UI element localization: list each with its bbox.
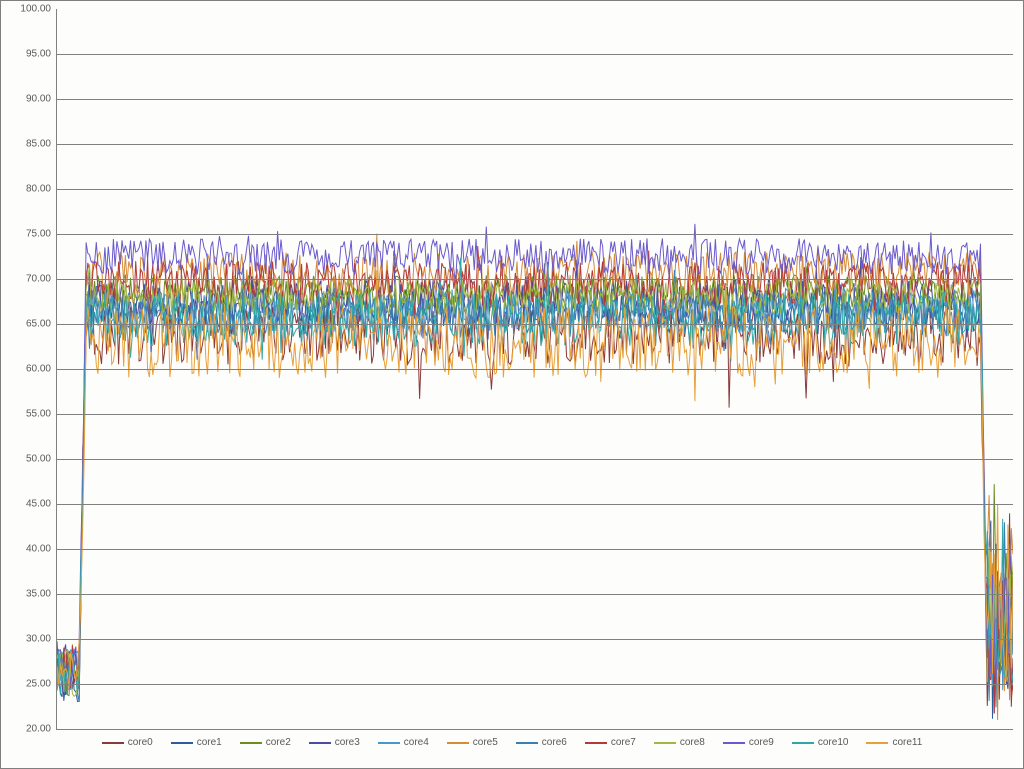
legend-swatch [378,742,400,744]
y-tick-label: 95.00 [26,49,57,60]
legend-label: core9 [749,737,774,748]
legend-item-core11: core11 [866,737,922,748]
gridline [57,54,1013,55]
y-tick-label: 80.00 [26,184,57,195]
gridline [57,279,1013,280]
legend-swatch [585,742,607,744]
gridline [57,189,1013,190]
y-tick-label: 60.00 [26,364,57,375]
legend-item-core6: core6 [516,737,567,748]
gridline [57,144,1013,145]
legend-item-core5: core5 [447,737,498,748]
legend-label: core11 [892,737,922,748]
legend-item-core9: core9 [723,737,774,748]
legend-label: core1 [197,737,222,748]
gridline [57,369,1013,370]
y-tick-label: 40.00 [26,544,57,555]
y-tick-label: 30.00 [26,634,57,645]
legend-label: core3 [335,737,360,748]
legend-label: core10 [818,737,849,748]
gridline [57,234,1013,235]
legend-swatch [792,742,814,744]
legend-item-core10: core10 [792,737,849,748]
plot-area: 20.0025.0030.0035.0040.0045.0050.0055.00… [56,9,1013,730]
y-tick-label: 50.00 [26,454,57,465]
legend-label: core0 [128,737,153,748]
legend-label: core5 [473,737,498,748]
legend-item-core3: core3 [309,737,360,748]
cpu-core-chart: 20.00 25.00 30.00 35.00 40.00 45.00 50.00 55.00… [0,0,1024,769]
y-tick-label: 20.00 [26,724,57,735]
legend-swatch [171,742,193,744]
y-tick-label: 65.00 [26,319,57,330]
y-tick-label: 25.00 [26,679,57,690]
legend-item-core0: core0 [102,737,153,748]
legend-item-core4: core4 [378,737,429,748]
gridline [57,99,1013,100]
legend-label: core7 [611,737,636,748]
legend-item-core8: core8 [654,737,705,748]
gridline [57,594,1013,595]
gridline [57,414,1013,415]
legend-item-core1: core1 [171,737,222,748]
y-tick-label: 45.00 [26,499,57,510]
legend-label: core8 [680,737,705,748]
legend-swatch [447,742,469,744]
legend-swatch [102,742,124,744]
y-tick-label: 90.00 [26,94,57,105]
y-tick-label: 35.00 [26,589,57,600]
gridline [57,324,1013,325]
y-tick-label: 70.00 [26,274,57,285]
legend-swatch [240,742,262,744]
gridline [57,549,1013,550]
legend-swatch [723,742,745,744]
legend-swatch [309,742,331,744]
y-tick-label: 100.00 [20,4,57,15]
gridline [57,504,1013,505]
legend: core0 core1 core2 core3 core4 core5 core6 core7… [1,737,1023,748]
legend-label: core6 [542,737,567,748]
legend-swatch [516,742,538,744]
legend-swatch [866,742,888,744]
legend-label: core4 [404,737,429,748]
legend-label: core2 [266,737,291,748]
y-tick-label: 75.00 [26,229,57,240]
gridline [57,684,1013,685]
gridline [57,459,1013,460]
gridline [57,639,1013,640]
legend-item-core2: core2 [240,737,291,748]
y-tick-label: 85.00 [26,139,57,150]
legend-swatch [654,742,676,744]
y-tick-label: 55.00 [26,409,57,420]
legend-item-core7: core7 [585,737,636,748]
